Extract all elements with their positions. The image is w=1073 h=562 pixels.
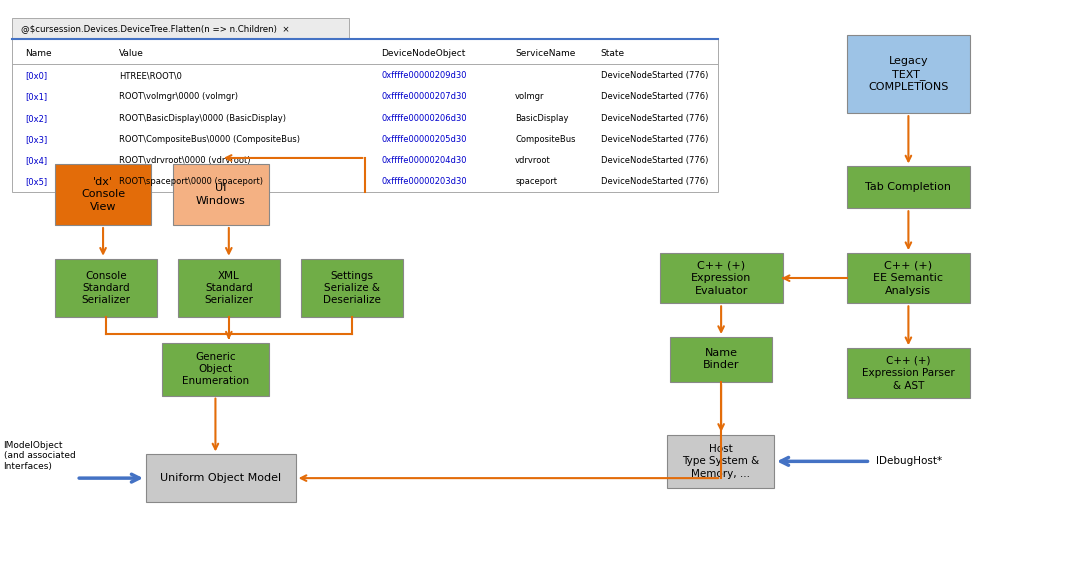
Text: 0xffffe00000205d30: 0xffffe00000205d30: [381, 135, 467, 144]
FancyBboxPatch shape: [173, 164, 269, 225]
Text: ROOT\BasicDisplay\0000 (BasicDisplay): ROOT\BasicDisplay\0000 (BasicDisplay): [119, 114, 286, 123]
Text: ROOT\volmgr\0000 (volmgr): ROOT\volmgr\0000 (volmgr): [119, 93, 238, 102]
Text: 0xffffe00000206d30: 0xffffe00000206d30: [381, 114, 467, 123]
Text: Name
Binder: Name Binder: [703, 348, 739, 370]
FancyBboxPatch shape: [146, 454, 296, 502]
Text: CompositeBus: CompositeBus: [515, 135, 575, 144]
FancyBboxPatch shape: [162, 342, 269, 396]
Text: DeviceNodeStarted (776): DeviceNodeStarted (776): [601, 93, 708, 102]
Text: [0x0]: [0x0]: [25, 71, 47, 80]
Text: DeviceNodeStarted (776): DeviceNodeStarted (776): [601, 178, 708, 187]
Text: Value: Value: [119, 49, 144, 58]
Text: DeviceNodeStarted (776): DeviceNodeStarted (776): [601, 135, 708, 144]
Text: XML
Standard
Serializer: XML Standard Serializer: [204, 270, 253, 305]
Text: Tab Completion: Tab Completion: [866, 182, 952, 192]
Text: ServiceName: ServiceName: [515, 49, 575, 58]
Text: Uniform Object Model: Uniform Object Model: [160, 473, 281, 483]
Text: DeviceNodeStarted (776): DeviceNodeStarted (776): [601, 114, 708, 123]
Text: Legacy
TEXT_
COMPLETIONS: Legacy TEXT_ COMPLETIONS: [868, 56, 949, 92]
Text: ROOT\CompositeBus\0000 (CompositeBus): ROOT\CompositeBus\0000 (CompositeBus): [119, 135, 300, 144]
FancyBboxPatch shape: [847, 166, 970, 209]
Text: IModelObject
(and associated
Interfaces): IModelObject (and associated Interfaces): [3, 441, 75, 470]
FancyBboxPatch shape: [12, 18, 349, 39]
Text: 0xffffe00000209d30: 0xffffe00000209d30: [381, 71, 467, 80]
FancyBboxPatch shape: [302, 259, 402, 318]
FancyBboxPatch shape: [178, 259, 280, 318]
Text: [0x4]: [0x4]: [25, 156, 47, 165]
Text: DeviceNodeStarted (776): DeviceNodeStarted (776): [601, 156, 708, 165]
Text: State: State: [601, 49, 624, 58]
Text: HTREE\ROOT\0: HTREE\ROOT\0: [119, 71, 182, 80]
FancyBboxPatch shape: [55, 164, 151, 225]
FancyBboxPatch shape: [55, 259, 157, 318]
Text: DeviceNodeObject: DeviceNodeObject: [381, 49, 466, 58]
FancyBboxPatch shape: [671, 337, 771, 382]
Text: Host
Type System &
Memory, ...: Host Type System & Memory, ...: [682, 444, 760, 479]
Text: vdrvroot: vdrvroot: [515, 156, 550, 165]
Text: [0x2]: [0x2]: [25, 114, 47, 123]
Text: BasicDisplay: BasicDisplay: [515, 114, 569, 123]
Text: Generic
Object
Enumeration: Generic Object Enumeration: [181, 352, 249, 387]
FancyBboxPatch shape: [847, 348, 970, 398]
Text: C++ (+)
Expression Parser
& AST: C++ (+) Expression Parser & AST: [862, 356, 955, 391]
Text: @$cursession.Devices.DeviceTree.Flatten(n => n.Children)  ×: @$cursession.Devices.DeviceTree.Flatten(…: [20, 24, 290, 33]
Text: ROOT\spaceport\0000 (spaceport): ROOT\spaceport\0000 (spaceport): [119, 178, 263, 187]
Text: ROOT\vdrvroot\0000 (vdrvroot): ROOT\vdrvroot\0000 (vdrvroot): [119, 156, 251, 165]
Text: Name: Name: [25, 49, 52, 58]
Text: 0xffffe00000203d30: 0xffffe00000203d30: [381, 178, 467, 187]
Text: C++ (+)
Expression
Evaluator: C++ (+) Expression Evaluator: [691, 261, 751, 296]
Text: 0xffffe00000204d30: 0xffffe00000204d30: [381, 156, 467, 165]
Text: Settings
Serialize &
Deserialize: Settings Serialize & Deserialize: [323, 270, 381, 305]
Text: spaceport: spaceport: [515, 178, 557, 187]
FancyBboxPatch shape: [12, 39, 719, 192]
Text: UI
Windows: UI Windows: [196, 183, 246, 206]
FancyBboxPatch shape: [667, 435, 774, 488]
Text: Console
Standard
Serializer: Console Standard Serializer: [82, 270, 130, 305]
Text: IDebugHost*: IDebugHost*: [876, 456, 942, 466]
FancyBboxPatch shape: [847, 35, 970, 113]
Text: 'dx'
Console
View: 'dx' Console View: [80, 177, 126, 212]
Text: 0xffffe00000207d30: 0xffffe00000207d30: [381, 93, 467, 102]
FancyBboxPatch shape: [660, 253, 782, 303]
Text: DeviceNodeStarted (776): DeviceNodeStarted (776): [601, 71, 708, 80]
Text: C++ (+)
EE Semantic
Analysis: C++ (+) EE Semantic Analysis: [873, 261, 943, 296]
FancyBboxPatch shape: [847, 253, 970, 303]
Text: volmgr: volmgr: [515, 93, 545, 102]
Text: [0x5]: [0x5]: [25, 178, 47, 187]
Text: [0x1]: [0x1]: [25, 93, 47, 102]
Text: [0x3]: [0x3]: [25, 135, 47, 144]
